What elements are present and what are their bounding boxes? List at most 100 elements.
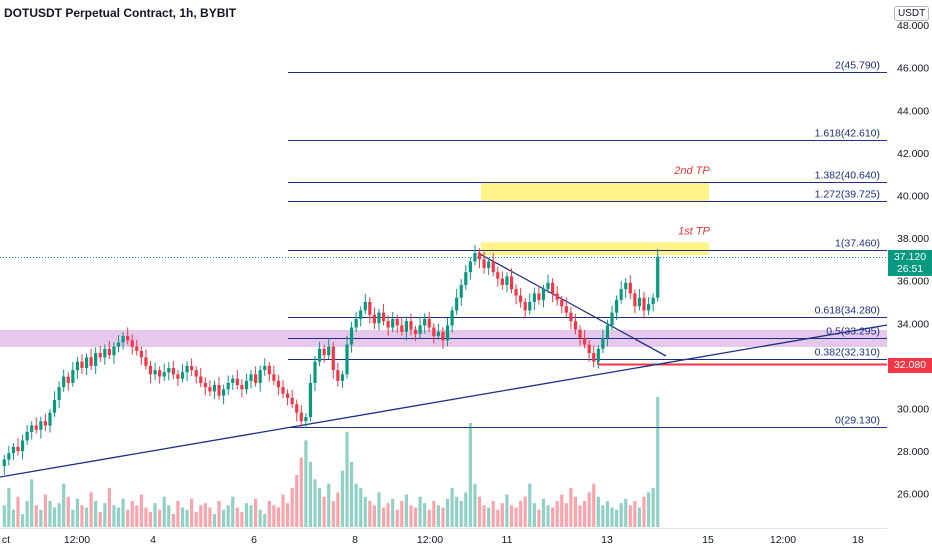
candle-body [244,380,249,390]
candle-body [656,256,660,298]
currency-badge[interactable]: USDT [894,6,930,21]
volume-bar [345,431,349,527]
price-tick-label: 34.000 [897,318,929,330]
volume-bar [555,501,559,527]
time-tick-label: 18 [852,534,864,546]
volume-bar [212,514,217,527]
volume-bar [112,505,116,527]
candle-body [368,301,372,315]
volume-bar [171,514,175,527]
volume-bar [2,505,6,527]
volume-bar [71,509,75,527]
candle-body [194,370,198,377]
volume-bar [16,496,20,527]
time-tick-label: 12:00 [417,534,443,546]
candle-body [546,282,550,290]
candle-body [121,336,125,343]
fib-label-0.5: 0.5(33.295) [826,326,880,338]
candle-body [619,289,623,300]
candle-body [578,329,582,339]
volume-bar [299,457,303,527]
candle-body [610,312,614,326]
tp-zones: 2nd TP 1st TP [481,165,711,256]
time-tick-label: ct [2,534,10,546]
candle-body [103,348,107,358]
fib-label-2: 2(45.790) [835,60,880,72]
candle-body [263,365,267,371]
candle-body [569,312,573,322]
volume-bar [57,503,61,527]
volume-bar [596,496,600,527]
candle-body [491,261,495,273]
volume-bar [413,507,418,527]
volume-bar [30,479,34,527]
volume-bar [34,505,38,527]
volume-bar [642,496,646,527]
volume-bar [52,507,57,527]
candle-body [509,276,514,290]
candle-body [327,346,331,356]
candle-body [637,297,642,307]
volume-bar [628,505,632,527]
volume-bar [436,505,440,527]
chart-title: DOTUSDT Perpetual Contract, 1h, BYBIT [4,6,237,20]
candle-body [144,357,148,366]
time-tick-label: 12:00 [64,534,90,546]
candle-body [633,293,637,307]
volume-bar [455,496,459,527]
time-tick-label: 12:00 [770,534,796,546]
candle-body [322,348,326,356]
candle-body [482,259,486,268]
volume-bar [25,501,29,527]
volume-bar [336,492,340,527]
price-tick-label: 48.000 [897,20,929,32]
fib-labels: 2(45.790) 1.618(42.610) 1.382(40.640) 1.272… [815,60,880,427]
volume-bar [445,498,450,527]
volume-bar [601,505,605,527]
volume-bar [121,498,125,527]
candle-body [441,331,445,341]
candle-body [11,446,16,454]
volume-bar [295,475,299,527]
candle-body [413,329,418,334]
candle-body [304,416,308,422]
volume-bar [523,496,527,527]
volume-bar [148,511,153,527]
volume-bar [11,509,16,527]
candle-body [336,370,340,381]
volume-bar [464,492,468,527]
volume-bar [203,503,207,527]
candle-body [418,325,422,334]
candle-body [199,376,203,383]
volume-bar [427,509,431,527]
candle-body [52,399,57,413]
candle-body [464,272,468,285]
volume-bar [62,483,66,527]
volume-bar [75,498,79,527]
volume-bar [400,501,404,527]
volume-bar [391,498,395,527]
volume-bar [514,507,518,527]
candle-body [7,453,11,460]
candle-body [84,357,89,368]
bar-countdown: 26:51 [896,263,924,275]
volume-bar [43,494,48,527]
volume-bar [139,494,143,527]
volume-bar [107,488,111,527]
volume-bar [423,503,427,527]
volume-bar [331,501,335,527]
volume-bar [450,488,454,527]
candle-body [528,301,532,311]
volume-bar [194,511,198,527]
volume-bar [249,505,253,527]
volume-bar [322,496,326,527]
candle-body [496,272,500,279]
time-tick-label: 4 [150,534,156,546]
volume-bar [560,494,564,527]
candle-body [130,340,134,347]
volume-bar [573,496,578,527]
volume-bar [80,505,84,527]
tp-label-2nd: 2nd TP [673,165,710,177]
